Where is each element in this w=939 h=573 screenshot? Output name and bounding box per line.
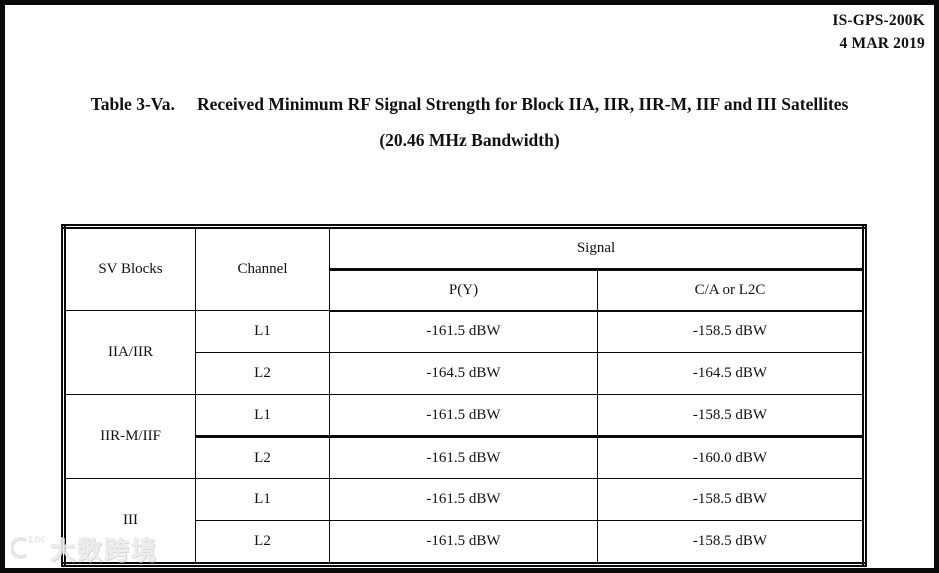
channel-cell: L2: [195, 352, 330, 395]
py-value-cell: -161.5 dBW: [329, 436, 598, 479]
header-py: P(Y): [329, 269, 598, 312]
table-title: Table 3-Va. Received Minimum RF Signal St…: [5, 94, 934, 151]
signal-strength-table: SV Blocks Channel Signal P(Y) C/A or L2C…: [61, 224, 867, 567]
ca-value-cell: -158.5 dBW: [597, 394, 865, 438]
document-header: IS-GPS-200K 4 MAR 2019: [832, 9, 925, 55]
document-id: IS-GPS-200K: [832, 12, 925, 29]
table-number: Table 3-Va.: [90, 94, 175, 114]
document-date: 4 MAR 2019: [839, 35, 925, 52]
channel-cell: L1: [195, 394, 330, 438]
block-label: IIA/IIR: [63, 310, 196, 395]
block-label: III: [63, 478, 196, 565]
ca-value-cell: -160.0 dBW: [597, 436, 865, 479]
ca-value-cell: -158.5 dBW: [597, 478, 865, 521]
table-title-line2: (20.46 MHz Bandwidth): [379, 130, 560, 150]
header-sv-blocks: SV Blocks: [63, 226, 196, 311]
py-value-cell: -161.5 dBW: [329, 310, 598, 353]
channel-cell: L1: [195, 478, 330, 521]
ca-value-cell: -164.5 dBW: [597, 352, 865, 395]
watermark-logo-icon: 100: [9, 533, 48, 566]
svg-text:100: 100: [27, 535, 45, 546]
channel-cell: L2: [195, 520, 330, 565]
table-title-line1: Table 3-Va. Received Minimum RF Signal St…: [5, 94, 934, 115]
py-value-cell: -161.5 dBW: [329, 478, 598, 521]
channel-cell: L1: [195, 310, 330, 353]
header-channel: Channel: [195, 226, 330, 311]
header-ca: C/A or L2C: [597, 269, 865, 312]
ca-value-cell: -158.5 dBW: [597, 310, 865, 353]
py-value-cell: -161.5 dBW: [329, 394, 598, 438]
table-title-text: Received Minimum RF Signal Strength for …: [196, 94, 849, 114]
ca-value-cell: -158.5 dBW: [597, 520, 865, 565]
header-signal: Signal: [329, 226, 865, 271]
channel-cell: L2: [195, 436, 330, 479]
py-value-cell: -164.5 dBW: [329, 352, 598, 395]
py-value-cell: -161.5 dBW: [329, 520, 598, 565]
block-label: IIR-M/IIF: [63, 394, 196, 479]
